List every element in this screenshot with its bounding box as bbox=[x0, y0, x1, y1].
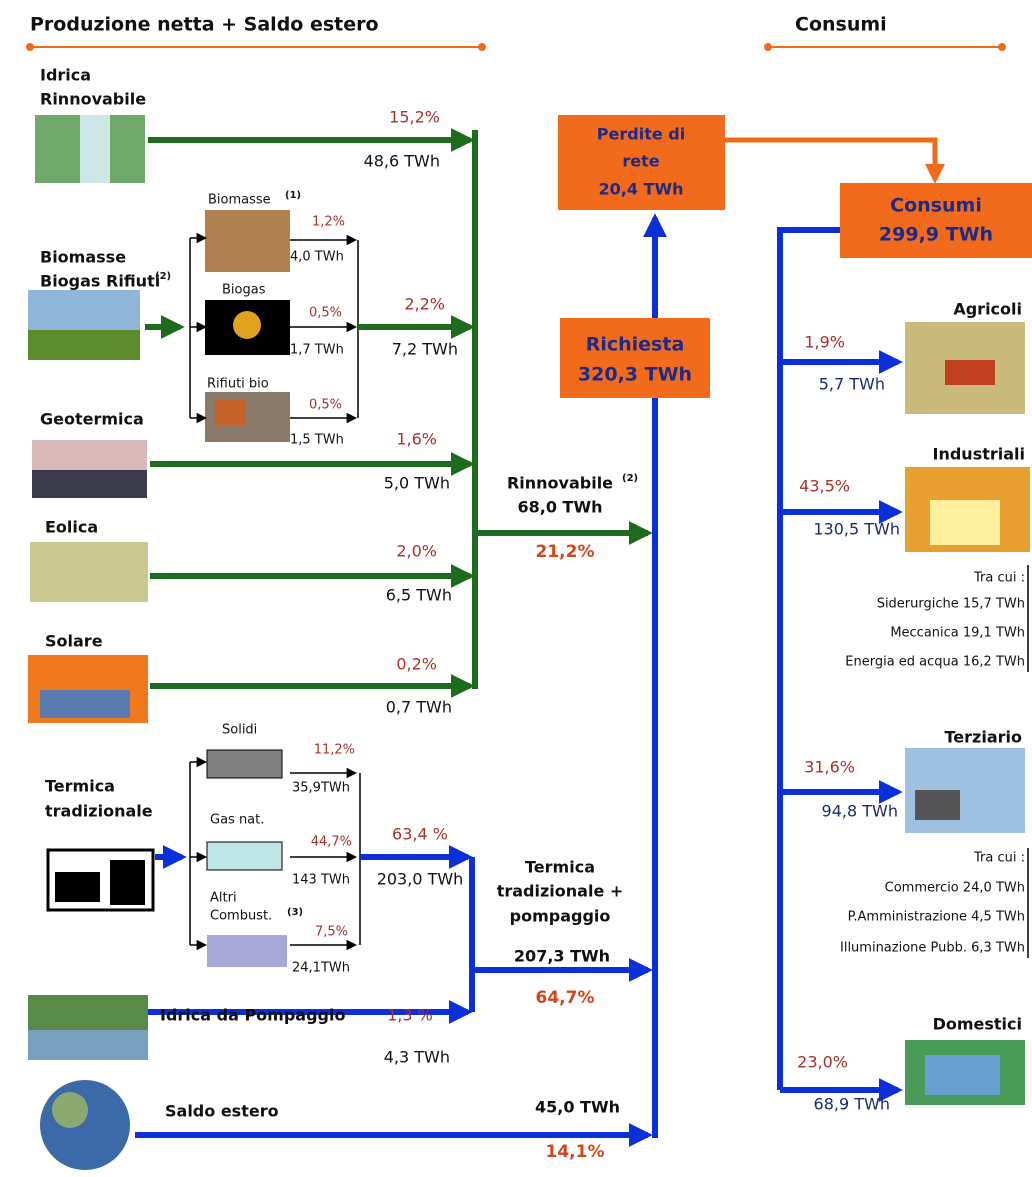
label: Consumi bbox=[890, 195, 982, 217]
label: 45,0 TWh bbox=[535, 1098, 620, 1117]
label: 68,0 TWh bbox=[518, 498, 603, 517]
label: Idrica da Pompaggio bbox=[160, 1006, 345, 1025]
label: Terziario bbox=[945, 728, 1023, 747]
label: 1,6% bbox=[396, 430, 437, 449]
label: (1) bbox=[285, 190, 301, 201]
label: tradizionale + bbox=[497, 882, 624, 901]
label: Biomasse bbox=[208, 193, 271, 208]
label: 203,0 TWh bbox=[377, 870, 464, 889]
label: 5,7 TWh bbox=[819, 375, 885, 394]
label: 1,3 % bbox=[387, 1006, 433, 1025]
sector-images bbox=[905, 322, 1030, 1105]
label: Idrica bbox=[40, 66, 91, 85]
label: 94,8 TWh bbox=[822, 802, 898, 821]
label: Tra cui : bbox=[973, 851, 1025, 866]
label: 43,5% bbox=[799, 477, 850, 496]
label: 4,0 TWh bbox=[290, 250, 344, 265]
label: Energia ed acqua 16,2 TWh bbox=[845, 655, 1025, 670]
label: Tra cui : bbox=[973, 571, 1025, 586]
label: Commercio 24,0 TWh bbox=[885, 881, 1025, 896]
label: 7,2 TWh bbox=[392, 340, 458, 359]
label: 0,5% bbox=[309, 398, 342, 413]
label: 11,2% bbox=[314, 743, 355, 758]
label: Solidi bbox=[222, 723, 257, 738]
label: 1,9% bbox=[804, 333, 845, 352]
label: Termica bbox=[45, 777, 115, 796]
label: Agricoli bbox=[953, 300, 1022, 319]
label: Termica bbox=[525, 858, 595, 877]
label: Produzione netta + Saldo estero bbox=[30, 14, 379, 36]
label: 1,2% bbox=[312, 215, 345, 230]
label: 4,3 TWh bbox=[384, 1048, 450, 1067]
label: 1,7 TWh bbox=[290, 343, 344, 358]
label: 6,5 TWh bbox=[386, 586, 452, 605]
label: 20,4 TWh bbox=[599, 180, 684, 199]
label: 320,3 TWh bbox=[578, 364, 692, 386]
label: Gas nat. bbox=[210, 813, 264, 828]
blue-flows bbox=[135, 218, 898, 1138]
label: 63,4 % bbox=[392, 825, 448, 844]
label: 14,1% bbox=[546, 1142, 605, 1162]
label: Industriali bbox=[933, 445, 1026, 464]
label: (3) bbox=[287, 907, 303, 918]
label: rete bbox=[622, 152, 659, 171]
label: 0,7 TWh bbox=[386, 698, 452, 717]
label: Siderurgiche 15,7 TWh bbox=[877, 597, 1025, 612]
label: (2) bbox=[622, 473, 638, 484]
label: Rifiuti bio bbox=[207, 377, 269, 392]
label: Altri bbox=[210, 891, 237, 906]
label: 1,5 TWh bbox=[290, 433, 344, 448]
label: 44,7% bbox=[311, 835, 352, 850]
label: 299,9 TWh bbox=[879, 224, 993, 246]
label: Rinnovabile bbox=[507, 474, 613, 493]
label: 31,6% bbox=[804, 758, 855, 777]
label: 0,5% bbox=[309, 306, 342, 321]
header-rules bbox=[27, 44, 1005, 50]
label: Combust. bbox=[210, 909, 272, 924]
loss-arrow bbox=[723, 140, 935, 180]
label: (2) bbox=[155, 271, 171, 282]
label: Solare bbox=[45, 632, 103, 651]
label: Biogas Rifiuti bbox=[40, 272, 160, 291]
part-boxes bbox=[207, 750, 287, 967]
label: 143 TWh bbox=[292, 873, 350, 888]
label: 24,1TWh bbox=[292, 961, 350, 976]
label: 68,9 TWh bbox=[814, 1095, 890, 1114]
label: Domestici bbox=[933, 1015, 1022, 1034]
label: Biomasse bbox=[40, 248, 126, 267]
label: 23,0% bbox=[797, 1053, 848, 1072]
label: Richiesta bbox=[586, 334, 685, 356]
label: 130,5 TWh bbox=[813, 520, 900, 539]
label: Saldo estero bbox=[165, 1102, 279, 1121]
label: P.Amministrazione 4,5 TWh bbox=[848, 910, 1025, 925]
label: Perdite di bbox=[597, 125, 685, 144]
label: Biogas bbox=[222, 283, 266, 298]
label: 207,3 TWh bbox=[514, 947, 610, 966]
label: Illuminazione Pubb. 6,3 TWh bbox=[840, 941, 1025, 956]
label: Geotermica bbox=[40, 410, 144, 429]
label: 48,6 TWh bbox=[364, 152, 440, 171]
label: Meccanica 19,1 TWh bbox=[890, 626, 1025, 641]
label: Rinnovabile bbox=[40, 90, 146, 109]
label: pompaggio bbox=[510, 907, 611, 926]
label: Eolica bbox=[45, 518, 98, 537]
label: 2,2% bbox=[404, 295, 445, 314]
label: Consumi bbox=[795, 14, 887, 36]
label: tradizionale bbox=[45, 802, 153, 821]
label: 21,2% bbox=[536, 542, 595, 562]
energy-flow-diagram: Produzione netta + Saldo estero Consumi Id… bbox=[0, 0, 1032, 1177]
label: 5,0 TWh bbox=[384, 474, 450, 493]
label: 0,2% bbox=[396, 655, 437, 674]
label: 2,0% bbox=[396, 542, 437, 561]
label: 7,5% bbox=[315, 925, 348, 940]
label: 35,9TWh bbox=[292, 781, 350, 796]
label: 15,2% bbox=[389, 108, 440, 127]
label: 64,7% bbox=[536, 988, 595, 1008]
